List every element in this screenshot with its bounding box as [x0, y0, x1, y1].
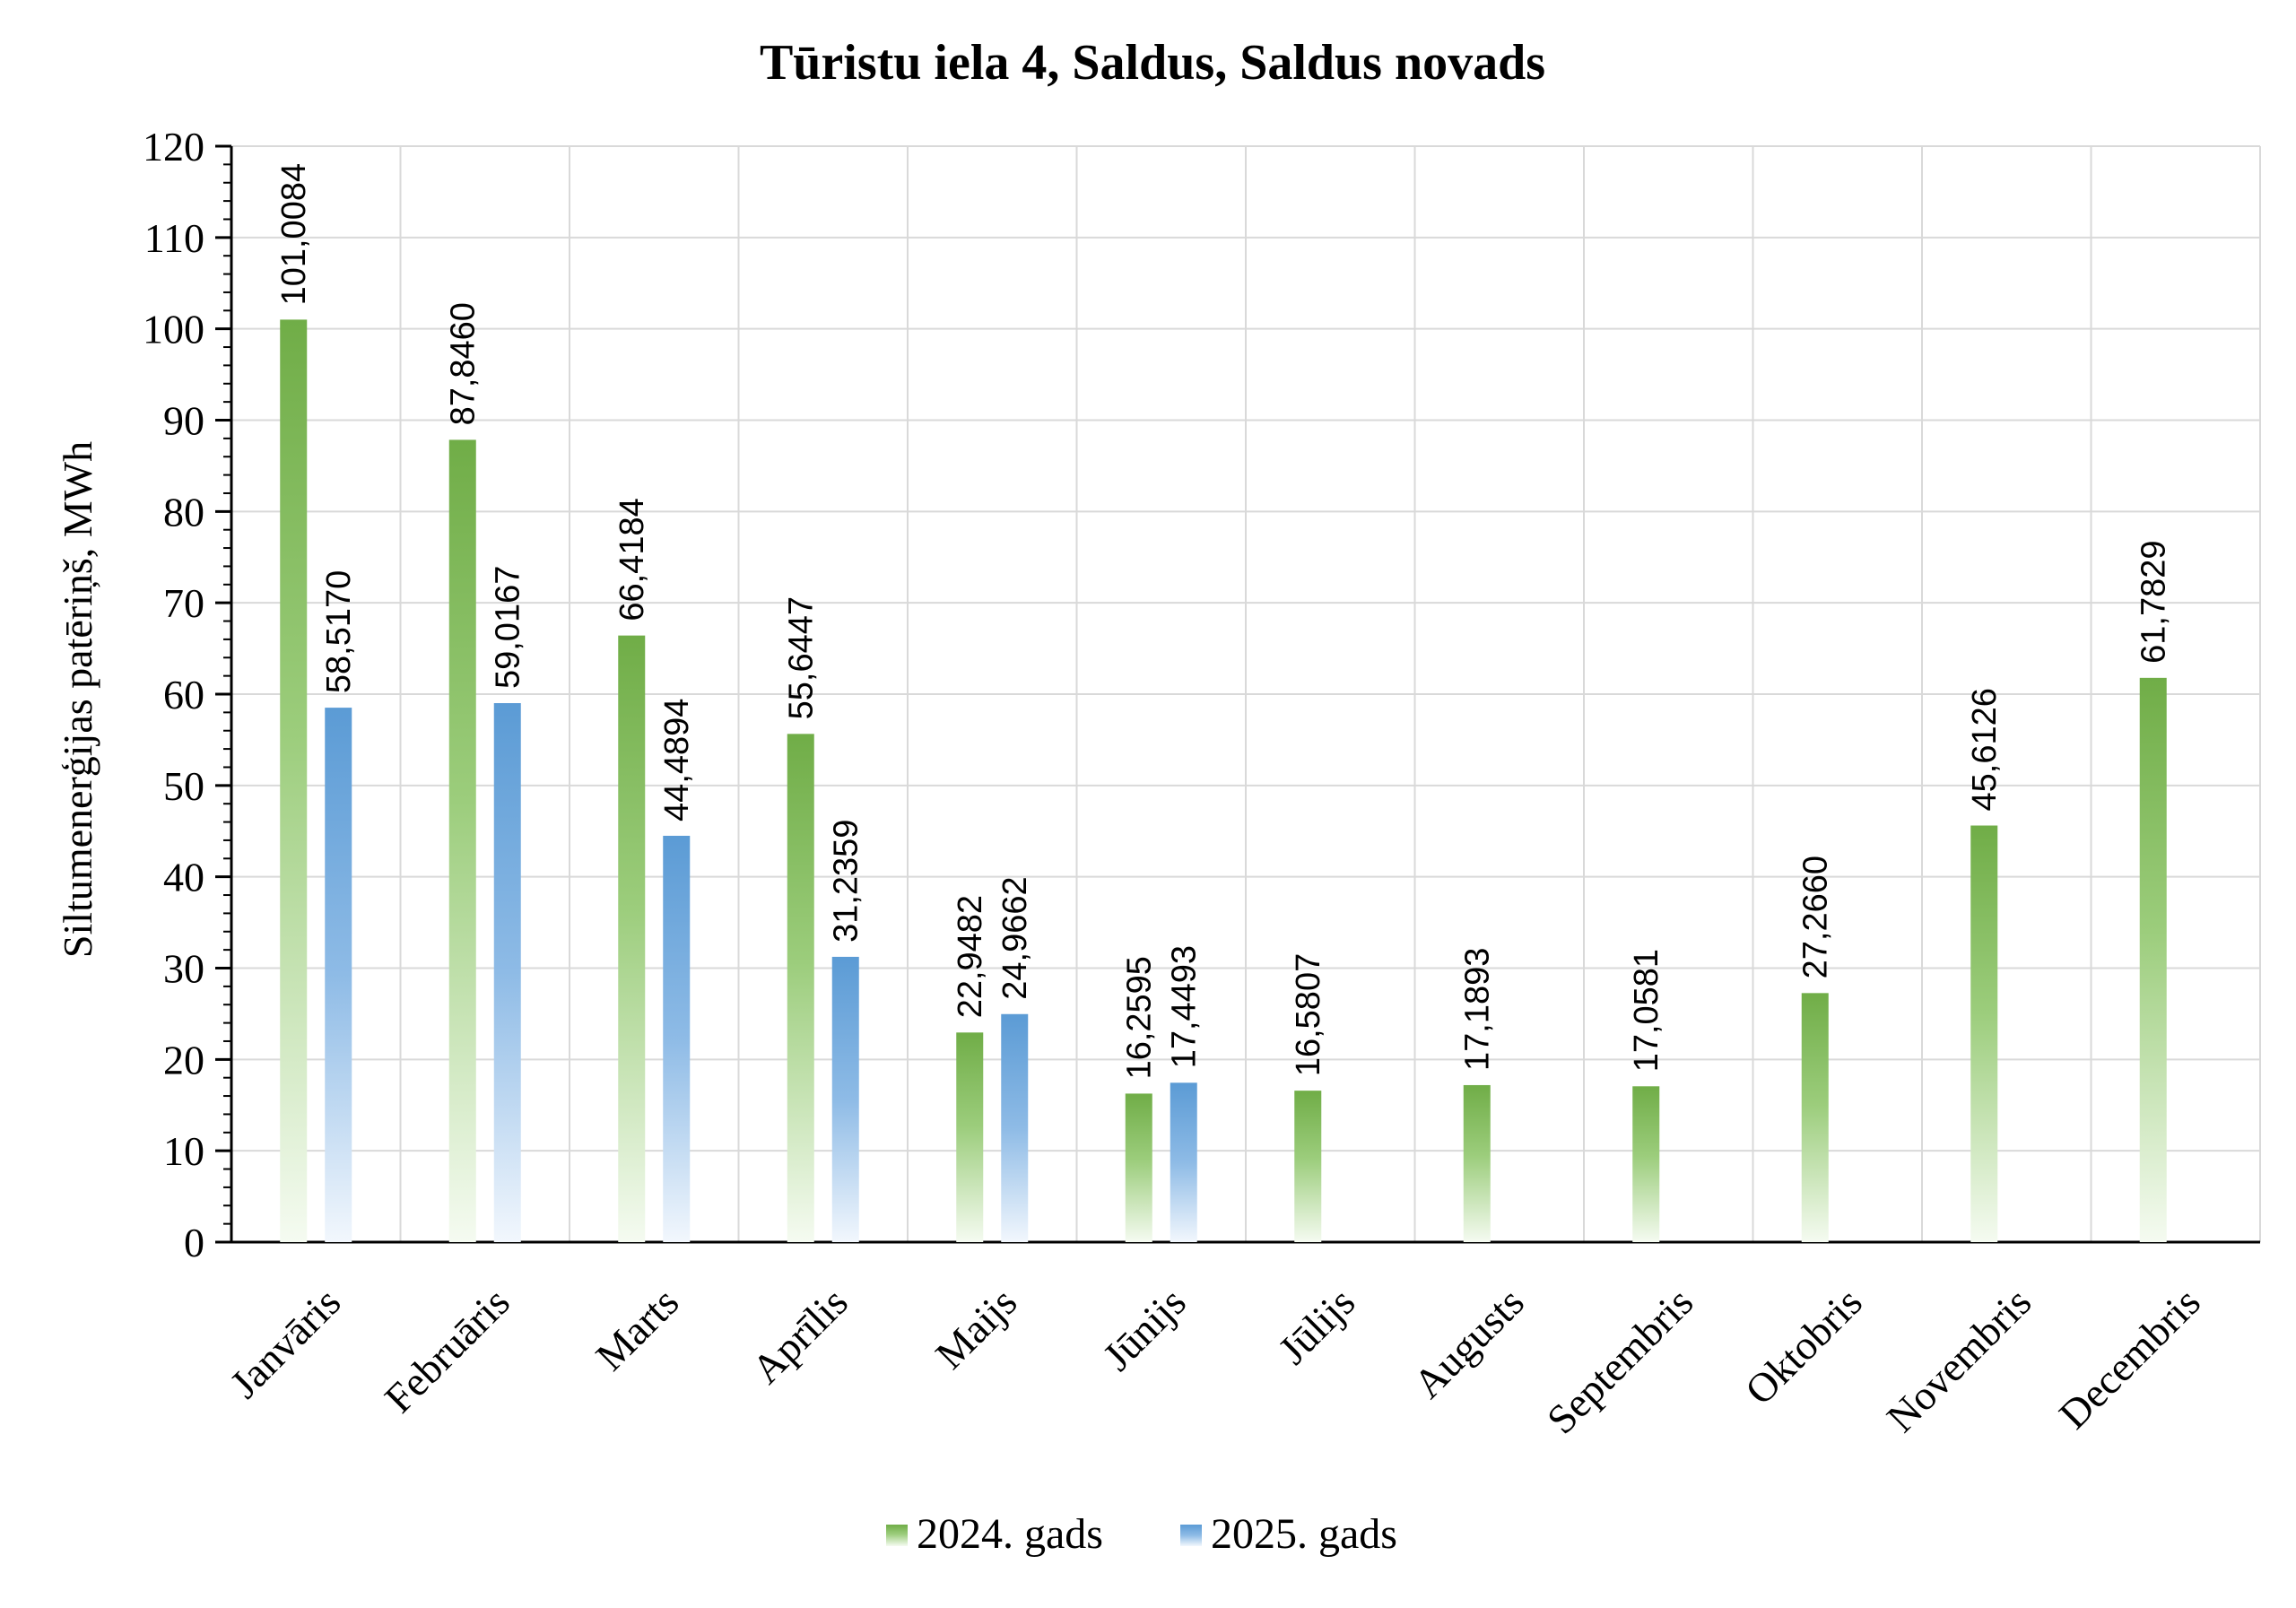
x-tick-label: Aprīlis	[743, 1279, 856, 1392]
data-label: 87,8460	[445, 302, 483, 425]
bar-2024	[1463, 1084, 1491, 1242]
y-axis-label: Siltumenerģijas patēriņš, MWh	[55, 441, 100, 958]
bar-2024	[1294, 1091, 1322, 1242]
x-tick-label: Septembris	[1538, 1279, 1701, 1442]
data-label: 17,1893	[1459, 948, 1497, 1071]
legend-label: 2025. gads	[1211, 1510, 1397, 1558]
data-label: 27,2660	[1797, 856, 1835, 978]
legend: 2024. gads 2025. gads	[886, 1510, 1397, 1558]
data-label: 16,2595	[1121, 956, 1159, 1079]
y-tick-label: 80	[163, 489, 204, 535]
data-label: 17,0581	[1628, 949, 1665, 1072]
data-label: 24,9662	[996, 876, 1034, 999]
x-tick-label: Maijs	[926, 1279, 1025, 1378]
x-axis-ticks: Janvāris Februāris Marts Aprīlis Maijs Jūnijs…	[222, 1279, 2209, 1442]
y-tick-label: 40	[163, 855, 204, 900]
chart-title: Tūristu iela 4, Saldus, Saldus novads	[760, 35, 1545, 91]
x-tick-label: Marts	[587, 1279, 687, 1379]
data-label: 58,5170	[320, 570, 358, 693]
y-tick-label: 50	[163, 763, 204, 809]
data-label: 66,4184	[613, 498, 651, 621]
grid-lines	[231, 145, 2261, 1242]
y-tick-label: 20	[163, 1037, 204, 1082]
data-label: 22,9482	[952, 895, 989, 1018]
y-tick-label: 110	[144, 215, 204, 261]
data-label: 16,5807	[1290, 953, 1327, 1076]
bar-2024	[1801, 993, 1829, 1242]
data-label: 61,7829	[2135, 540, 2173, 663]
bar-2024	[618, 635, 646, 1242]
data-label: 59,0167	[490, 566, 527, 689]
y-tick-label: 30	[163, 946, 204, 992]
bar-2024	[448, 439, 476, 1242]
y-axis-ticks: 0 10 20 30 40 50 60 70 80 90 100 110 120	[143, 124, 231, 1265]
x-tick-label: Oktobris	[1736, 1279, 1871, 1413]
y-tick-label: 100	[143, 307, 204, 352]
data-label: 101,0084	[275, 163, 313, 306]
x-tick-label: Augusts	[1405, 1279, 1533, 1407]
y-tick-label: 10	[163, 1128, 204, 1174]
y-tick-label: 70	[163, 580, 204, 626]
bar-2024	[956, 1032, 984, 1242]
legend-swatch	[886, 1525, 908, 1546]
bar-2025	[831, 956, 859, 1242]
bar-2024	[1125, 1093, 1152, 1242]
y-tick-label: 0	[184, 1220, 204, 1265]
bar-2025	[493, 703, 521, 1242]
x-tick-label: Janvāris	[222, 1279, 350, 1407]
y-tick-label: 120	[143, 124, 204, 169]
bar-2024	[1632, 1086, 1660, 1242]
legend-swatch	[1180, 1525, 1202, 1546]
bar-2025	[1170, 1082, 1197, 1242]
bar-2024	[1970, 825, 1998, 1242]
bar-2025	[1001, 1013, 1029, 1242]
data-label: 44,4894	[658, 699, 696, 821]
y-tick-label: 90	[163, 398, 204, 444]
data-label: 17,4493	[1166, 945, 1204, 1068]
bar-2024	[2139, 677, 2167, 1242]
bar-2025	[663, 835, 691, 1242]
bar-2024	[280, 319, 308, 1242]
bar-2024	[787, 734, 814, 1242]
x-tick-label: Februāris	[376, 1279, 518, 1421]
x-tick-label: Jūlijs	[1270, 1279, 1364, 1373]
legend-label: 2024. gads	[917, 1510, 1103, 1558]
data-label: 45,6126	[1966, 688, 2004, 811]
x-tick-label: Novembris	[1878, 1279, 2040, 1441]
y-tick-label: 60	[163, 672, 204, 717]
x-tick-label: Jūnijs	[1094, 1279, 1195, 1379]
x-tick-label: Decembris	[2050, 1279, 2209, 1438]
bars	[280, 319, 2167, 1242]
data-label: 55,6447	[783, 596, 821, 719]
data-label: 31,2359	[828, 820, 865, 943]
data-labels: 101,0084 58,5170 87,8460 59,0167 66,4184 44,4…	[275, 163, 2173, 1080]
bar-2025	[325, 708, 352, 1242]
